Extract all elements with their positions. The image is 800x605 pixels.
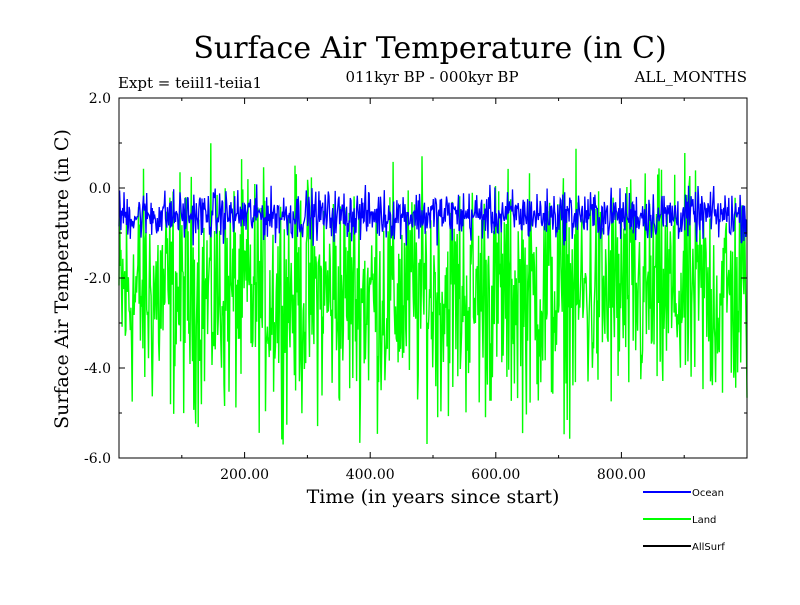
legend-label-ocean: Ocean	[692, 488, 724, 499]
y-tick-label: -6.0	[84, 451, 111, 467]
x-tick-label: 800.00	[597, 467, 646, 483]
x-tick-label: 200.00	[220, 467, 269, 483]
axes: 200.00 400.00 600.00 800.00 2.0 0.0 -2.0 -4.0 -6…	[84, 91, 748, 483]
chart-title: Surface Air Temperature (in C)	[193, 31, 666, 66]
experiment-label: Expt = teiil1-teiia1	[118, 74, 262, 92]
period-label: 011kyr BP - 000kyr BP	[345, 68, 518, 86]
x-tick-label: 600.00	[471, 467, 520, 483]
y-axis-label: Surface Air Temperature (in C)	[51, 129, 73, 429]
series-line-land	[118, 143, 748, 445]
y-tick-label: 0.0	[89, 181, 111, 197]
months-label: ALL_MONTHS	[634, 68, 747, 86]
x-axis-label: Time (in years since start)	[307, 486, 560, 508]
legend: Ocean Land AllSurf	[643, 488, 725, 553]
series-line-ocean	[118, 184, 748, 246]
legend-label-land: Land	[692, 515, 716, 526]
y-tick-label: -4.0	[84, 361, 111, 377]
plot-area	[118, 143, 748, 445]
y-tick-label: -2.0	[84, 271, 111, 287]
y-tick-label: 2.0	[89, 91, 111, 107]
x-tick-label: 400.00	[346, 467, 395, 483]
legend-label-allsurf: AllSurf	[692, 542, 725, 553]
